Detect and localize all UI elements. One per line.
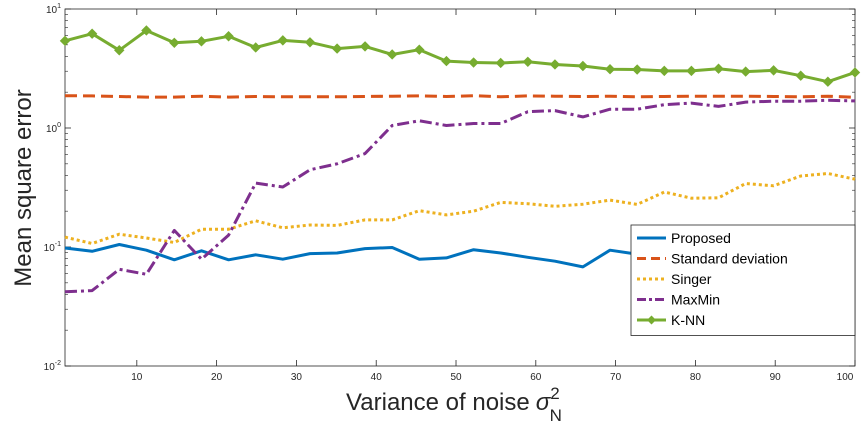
data-point [631,64,643,75]
legend: Proposed Standard deviation Singer MaxMin K-… [630,224,856,336]
data-point [86,28,98,39]
x-axis-title-sup: 2 [550,384,559,403]
axes-box [64,8,856,367]
data-point [849,67,861,78]
data-point [768,65,779,76]
series-standard-deviation [64,94,856,99]
data-point [495,57,506,69]
data-point [795,70,806,81]
data-point [277,35,289,46]
x-tick-label: 20 [211,372,223,383]
y-axis-title: Mean square error [10,89,37,286]
y-tick-label: 100 [46,122,61,135]
data-point [114,45,125,56]
legend-item-standard-deviation: Standard deviation [637,251,788,267]
series-maxmin [64,98,856,294]
x-tick-label: 60 [530,372,542,383]
data-point [604,63,616,75]
legend-item-maxmin: MaxMin [637,292,720,308]
data-point [414,44,425,55]
series-line-standard-deviation [64,94,856,99]
data-point [686,65,697,77]
x-axis-title: Variance of noise σ2 N [346,384,562,425]
data-point [740,66,751,77]
y-tick-label: 10-2 [44,360,61,373]
data-point [577,60,589,72]
data-point [822,76,834,87]
data-point [386,49,398,60]
data-point [549,59,561,70]
legend-item-singer: Singer [637,271,712,287]
data-point [468,57,479,68]
x-tick-label: 100 [837,372,854,383]
legend-item-proposed: Proposed [637,230,731,246]
data-point [304,37,316,48]
data-point [522,56,534,68]
legend-marker [647,315,656,325]
x-tick-label: 80 [690,372,702,383]
x-axis-title-text: Variance of noise [346,389,530,416]
data-point [359,41,371,52]
x-axis-title-symbol: σ [536,389,552,416]
x-tick-label: 90 [770,372,782,383]
y-tick-label: 10-1 [44,241,61,254]
data-point [331,43,343,54]
legend-label: Standard deviation [671,251,788,267]
x-tick-label: 50 [450,372,462,383]
legend-label: K-NN [671,312,705,328]
y-tick-label: 101 [46,3,61,16]
data-point [441,55,452,67]
legend-label: Proposed [671,230,731,246]
legend-item-k-nn: K-NN [637,312,705,328]
x-tick-label: 10 [131,372,143,383]
legend-box [630,224,856,336]
data-point [59,35,71,47]
x-axis-title-sub: N [550,406,562,425]
data-point [223,31,234,42]
data-point [196,36,207,47]
x-tick-label: 30 [291,372,303,383]
data-point [250,42,261,53]
data-point [141,25,152,36]
axes: 10 20 30 40 50 60 70 80 90 100 10-2 10-1 100 101 [44,3,856,383]
data-point [169,37,180,49]
x-tick-label: 70 [610,372,622,383]
series-line-maxmin [64,98,856,294]
x-tick-label: 40 [371,372,383,383]
legend-label: MaxMin [671,292,720,308]
data-point [659,65,670,77]
legend-label: Singer [671,271,712,287]
data-point [713,63,724,74]
series-k-nn [59,25,861,87]
